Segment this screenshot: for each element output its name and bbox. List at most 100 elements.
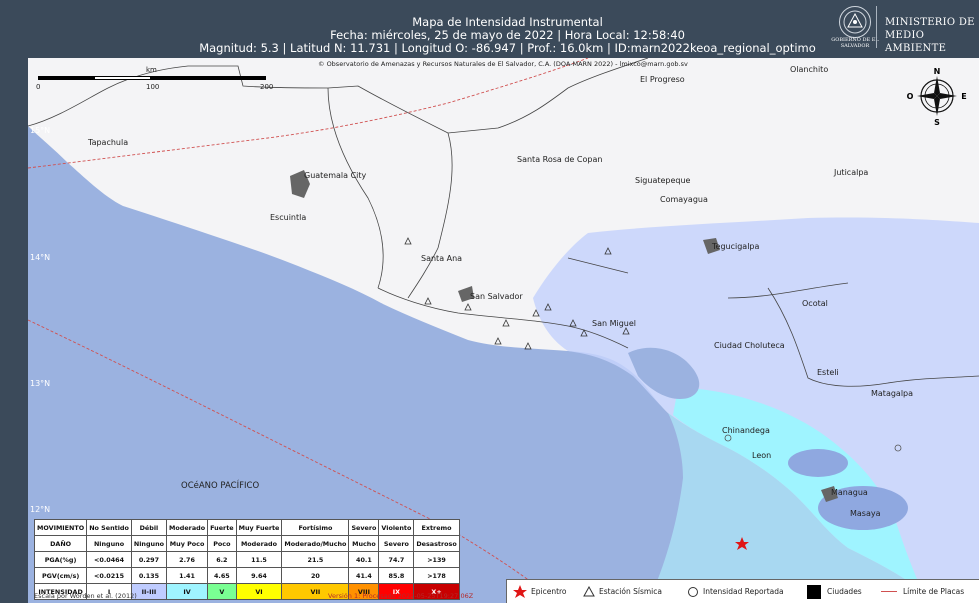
scale-segment [94,76,152,80]
legend-cell: 2.76 [166,551,209,568]
epicenter-star [735,537,749,550]
legend-cell: Moderado [235,535,283,552]
legend-cell: Débil [130,519,168,536]
intensity-swatch: VII [281,583,350,600]
city-label: Managua [831,488,868,497]
key-plates: Límite de Placas [903,587,965,596]
legend-cell: Severo [348,519,380,536]
scale-bar: km 0 100 200 [34,66,274,96]
event-date: Fecha: miércoles, 25 de mayo de 2022 | H… [330,28,685,42]
legend-cell: INTENSIDAD [33,583,88,600]
key-cities: Ciudades [827,587,862,596]
epicenter-key-icon [513,585,527,598]
intensity-swatch: I [86,583,132,600]
intensity-swatch: IX [378,583,415,600]
land-area [28,58,979,603]
lat-label-15: 15°N [30,126,51,135]
station-key-icon [583,586,595,597]
legend-cell: No Sentido [86,519,132,536]
legend-cell: Ninguno [130,535,168,552]
city-label: Leon [752,451,772,460]
city-label: San Miguel [592,319,637,328]
legend-cell: MOVIMIENTO [33,519,88,536]
legend-cell: 85.8 [378,567,415,584]
legend-cell: Fortísimo [281,519,350,536]
city-label: Ocotal [802,299,828,308]
key-station: Estación Sísmica [599,587,662,596]
legend-cell: 20 [281,567,350,584]
scale-label-0: 0 [36,83,41,91]
legend-cell: Fuerte [207,519,237,536]
legend-cell: <0.0215 [86,567,132,584]
legend-footer: Escala por Worden et al. (2012) [34,592,137,600]
ministry-name: MINISTERIO DE MEDIO AMBIENTE [885,16,979,55]
legend-version: Versión 1: Procesado 2022-05-25T19:27:06… [328,592,474,600]
city-label: Santa Ana [421,254,463,263]
intensity-map[interactable]: © Observatorio de Amenazas y Recursos Na… [28,58,979,603]
legend-pgv-row: PGV(cm/s) <0.0215 0.135 1.41 4.65 9.64 2… [33,567,460,584]
urban-areas [290,170,838,502]
map-canvas [28,58,979,603]
intensity-swatch: VI [235,583,283,600]
legend-damage-row: DAÑO Ninguno Ninguno Muy Poco Poco Moder… [33,535,460,552]
intensity-zone-iv [673,388,938,603]
legend-cell: 0.135 [130,567,168,584]
city-label: El Progreso [640,75,685,84]
lat-label-12: 12°N [30,505,51,514]
intensity-swatch: V [207,583,237,600]
ministry-logo: GOBIERNO DE EL SALVADOR MINISTERIO DE ME… [831,0,979,56]
ministry-name-line2: MEDIO AMBIENTE [885,30,947,54]
city-label: Olanchito [790,65,829,74]
ocean-label: OCéANO PACÍFICO [181,481,260,491]
legend-cell: 6.2 [207,551,237,568]
lat-label-13: 13°N [30,379,51,388]
legend-cell: Desastroso [413,535,460,552]
city-label: Masaya [850,509,881,518]
city-label: Juticalpa [834,168,869,177]
reported-intensity-marks [724,434,902,452]
government-seal-icon [839,6,871,38]
intensity-swatch: IV [166,583,209,600]
city-label: Siguatepeque [635,176,691,185]
country-borders [28,58,979,387]
compass-north: N [934,67,941,76]
reported-key-icon [688,587,698,597]
compass-south: S [934,118,940,126]
key-epicenter: Epicentro [531,587,567,596]
plates-key-icon [881,591,897,592]
city-label: Guatemala City [304,171,367,180]
scale-segment [150,76,266,80]
intensity-swatch: X+ [413,583,460,600]
legend-intensity-row: INTENSIDAD I II-III IV V VI VII VIII IX … [33,583,460,600]
city-label: San Salvador [470,292,523,301]
seismic-stations [404,237,630,350]
city-label: Comayagua [660,195,708,204]
legend-cell: Muy Fuerte [235,519,283,536]
plate-boundary-line [28,319,559,603]
legend-cell: 1.41 [166,567,209,584]
key-reported: Intensidad Reportada [703,587,784,596]
event-parameters: Magnitud: 5.3 | Latitud N: 11.731 | Long… [199,41,816,55]
city-label: Escuintla [270,213,307,222]
header: Mapa de Intensidad Instrumental Fecha: m… [0,0,979,58]
intensity-swatch: II-III [130,583,168,600]
legend-cell: 11.5 [235,551,283,568]
lake-managua [788,449,848,477]
seal-text: GOBIERNO DE EL SALVADOR [831,37,879,49]
city-label: Matagalpa [871,389,914,398]
legend-cell: 40.1 [348,551,380,568]
legend-cell: >139 [413,551,460,568]
legend-cell: <0.0464 [86,551,132,568]
logo-divider [876,6,877,48]
legend-cell: >178 [413,567,460,584]
intensity-swatch: VIII [348,583,380,600]
legend-cell: 21.5 [281,551,350,568]
compass-east: E [961,92,966,101]
gulf-of-fonseca [628,347,700,399]
legend-movement-row: MOVIMIENTO No Sentido Débil Moderado Fue… [33,519,460,536]
legend-cell: Ninguno [86,535,132,552]
city-label: Santa Rosa de Copan [517,155,603,164]
intensity-legend-table: MOVIMIENTO No Sentido Débil Moderado Fue… [33,519,460,600]
legend-cell: DAÑO [33,535,88,552]
city-label: Tapachula [88,138,129,147]
